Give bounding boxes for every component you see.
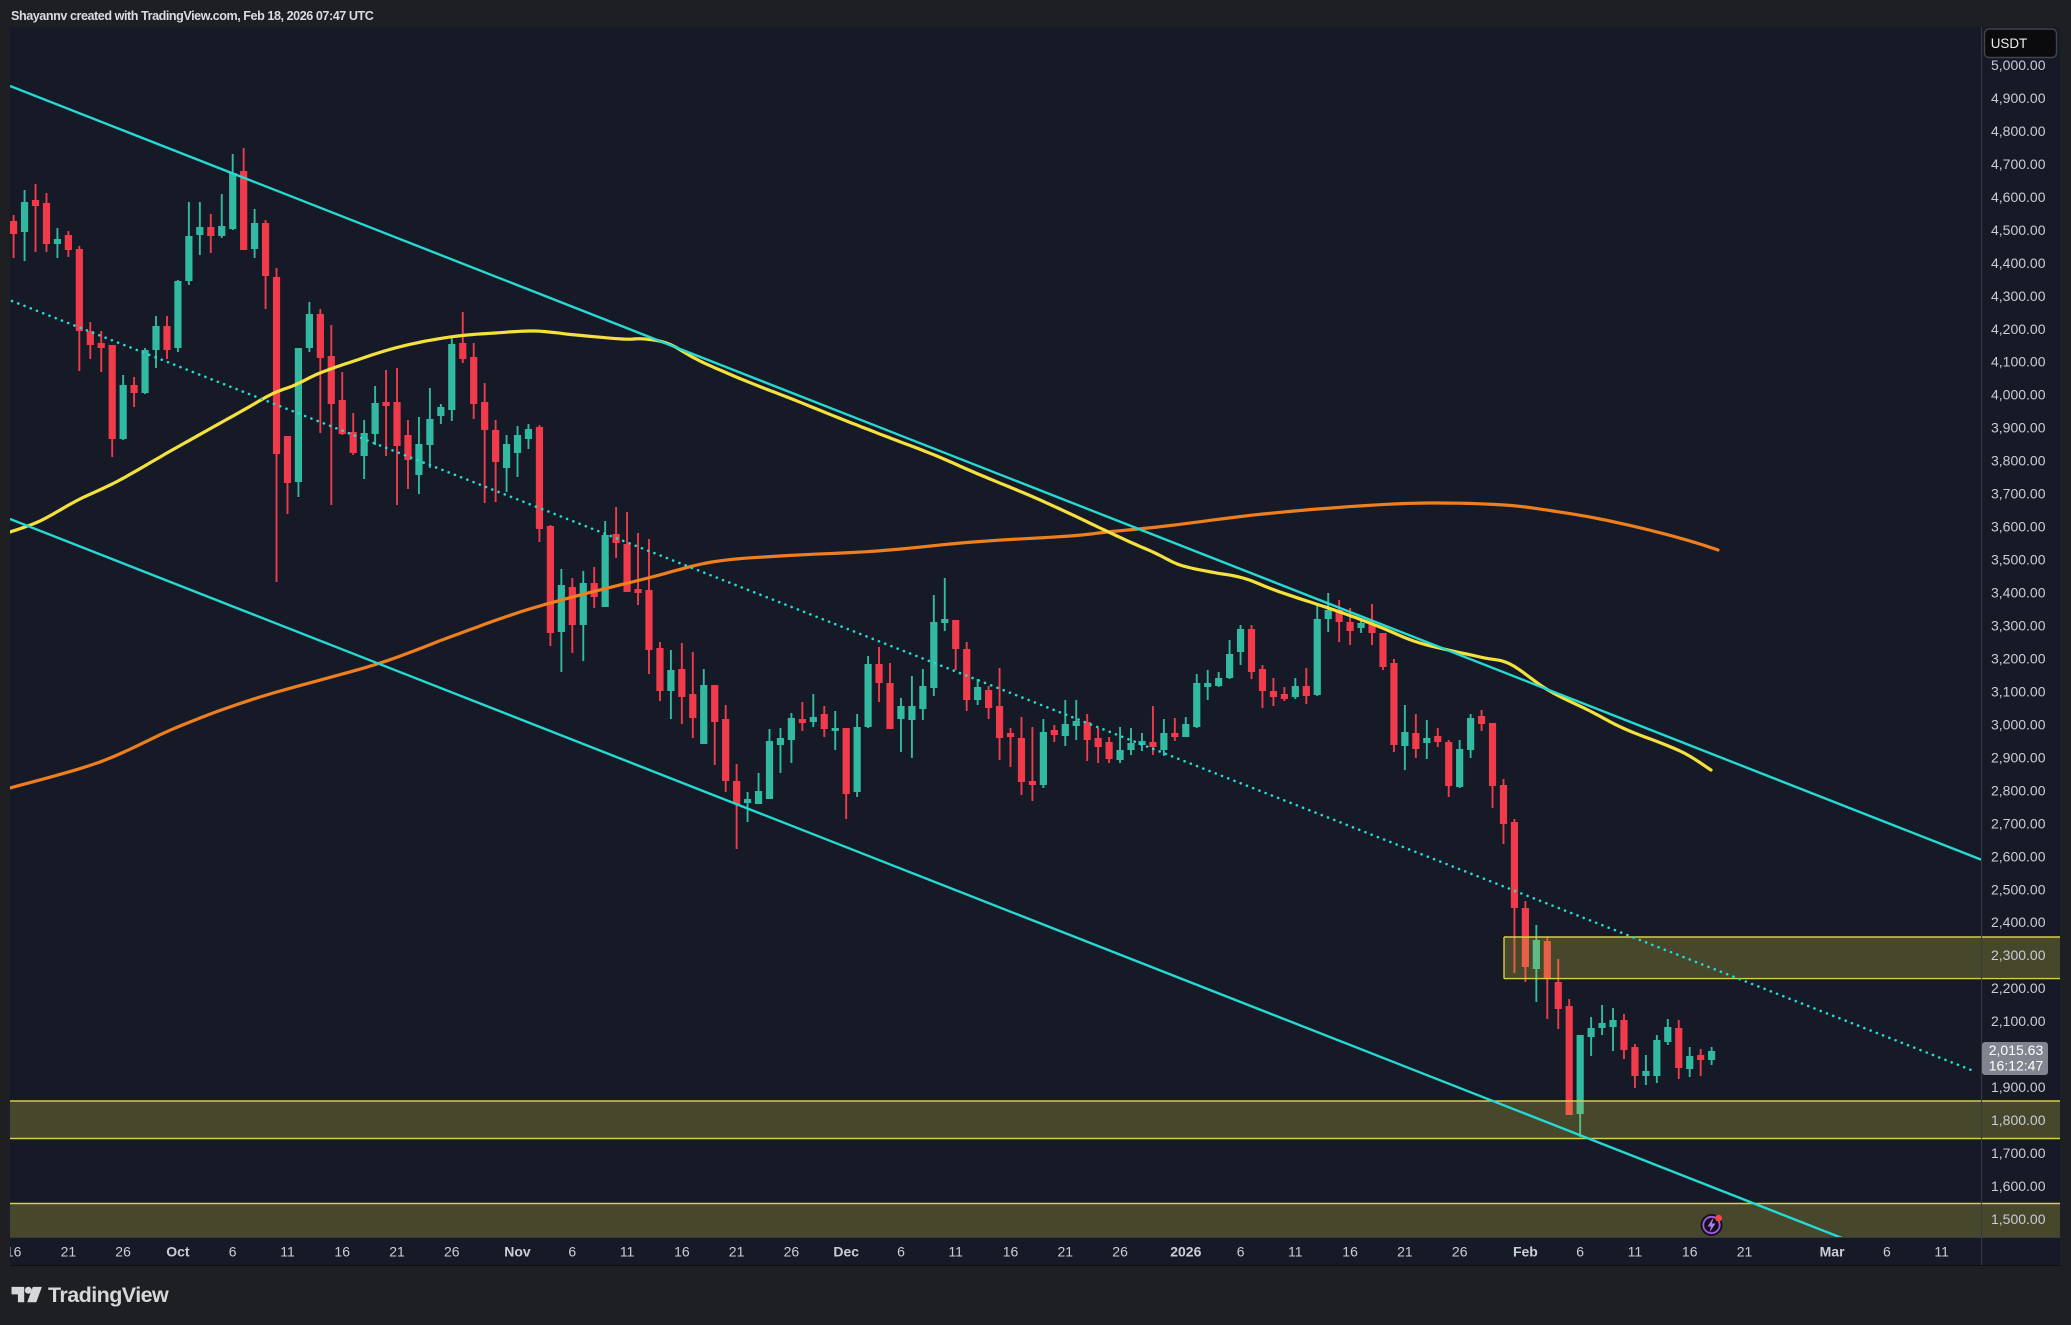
svg-text:11: 11 — [1934, 1244, 1949, 1260]
svg-text:3,500.00: 3,500.00 — [1991, 552, 2046, 568]
svg-text:Shayannv created with TradingV: Shayannv created with TradingView.com, F… — [11, 9, 374, 23]
svg-text:21: 21 — [729, 1244, 745, 1260]
svg-text:16: 16 — [1342, 1244, 1358, 1260]
svg-text:11: 11 — [1628, 1244, 1643, 1260]
svg-text:4,200.00: 4,200.00 — [1991, 321, 2046, 337]
svg-text:16: 16 — [1682, 1244, 1698, 1260]
svg-text:3,000.00: 3,000.00 — [1991, 716, 2046, 732]
svg-text:21: 21 — [61, 1244, 77, 1260]
svg-text:4,900.00: 4,900.00 — [1991, 90, 2046, 106]
svg-text:2,100.00: 2,100.00 — [1991, 1013, 2046, 1029]
svg-text:Feb: Feb — [1513, 1244, 1538, 1260]
svg-text:Nov: Nov — [504, 1244, 531, 1260]
svg-text:6: 6 — [1237, 1244, 1245, 1260]
svg-text:2,300.00: 2,300.00 — [1991, 947, 2046, 963]
svg-text:21: 21 — [1737, 1244, 1753, 1260]
svg-text:2,900.00: 2,900.00 — [1991, 749, 2046, 765]
svg-text:16: 16 — [674, 1244, 690, 1260]
svg-text:USDT: USDT — [1991, 36, 2027, 51]
svg-text:11: 11 — [948, 1244, 963, 1260]
svg-text:Dec: Dec — [833, 1244, 859, 1260]
svg-text:16:12:47: 16:12:47 — [1989, 1058, 2044, 1074]
svg-text:2,800.00: 2,800.00 — [1991, 782, 2046, 798]
svg-text:Mar: Mar — [1820, 1244, 1845, 1260]
svg-text:3,100.00: 3,100.00 — [1991, 683, 2046, 699]
svg-text:3,600.00: 3,600.00 — [1991, 519, 2046, 535]
svg-text:2,200.00: 2,200.00 — [1991, 980, 2046, 996]
svg-text:4,500.00: 4,500.00 — [1991, 222, 2046, 238]
svg-text:3,400.00: 3,400.00 — [1991, 585, 2046, 601]
svg-text:1,700.00: 1,700.00 — [1991, 1145, 2046, 1161]
svg-text:2,700.00: 2,700.00 — [1991, 815, 2046, 831]
svg-text:4,100.00: 4,100.00 — [1991, 354, 2046, 370]
svg-text:2026: 2026 — [1170, 1244, 1201, 1260]
svg-text:2,500.00: 2,500.00 — [1991, 881, 2046, 897]
svg-text:3,200.00: 3,200.00 — [1991, 651, 2046, 667]
svg-text:11: 11 — [620, 1244, 635, 1260]
svg-text:26: 26 — [115, 1244, 131, 1260]
svg-text:4,300.00: 4,300.00 — [1991, 288, 2046, 304]
svg-text:3,800.00: 3,800.00 — [1991, 453, 2046, 469]
svg-text:26: 26 — [1112, 1244, 1128, 1260]
svg-text:11: 11 — [1288, 1244, 1303, 1260]
svg-text:4,600.00: 4,600.00 — [1991, 189, 2046, 205]
svg-text:26: 26 — [1452, 1244, 1468, 1260]
svg-text:4,800.00: 4,800.00 — [1991, 123, 2046, 139]
svg-text:TradingView: TradingView — [48, 1283, 169, 1307]
svg-text:6: 6 — [1883, 1244, 1891, 1260]
svg-text:26: 26 — [784, 1244, 800, 1260]
svg-text:21: 21 — [1058, 1244, 1074, 1260]
svg-text:5,000.00: 5,000.00 — [1991, 57, 2046, 73]
svg-text:26: 26 — [444, 1244, 460, 1260]
svg-text:6: 6 — [1576, 1244, 1584, 1260]
svg-text:Oct: Oct — [166, 1244, 190, 1260]
svg-text:1,600.00: 1,600.00 — [1991, 1178, 2046, 1194]
svg-text:1,800.00: 1,800.00 — [1991, 1112, 2046, 1128]
svg-text:3,700.00: 3,700.00 — [1991, 486, 2046, 502]
svg-text:6: 6 — [568, 1244, 576, 1260]
svg-text:6: 6 — [897, 1244, 905, 1260]
svg-text:4,700.00: 4,700.00 — [1991, 156, 2046, 172]
svg-text:21: 21 — [389, 1244, 405, 1260]
svg-text:3,900.00: 3,900.00 — [1991, 420, 2046, 436]
svg-text:1,500.00: 1,500.00 — [1991, 1211, 2046, 1227]
svg-text:4,400.00: 4,400.00 — [1991, 255, 2046, 271]
svg-text:16: 16 — [334, 1244, 350, 1260]
svg-text:4,000.00: 4,000.00 — [1991, 387, 2046, 403]
svg-text:2,600.00: 2,600.00 — [1991, 848, 2046, 864]
svg-text:21: 21 — [1397, 1244, 1413, 1260]
svg-text:16: 16 — [1003, 1244, 1019, 1260]
svg-text:6: 6 — [229, 1244, 237, 1260]
svg-text:3,300.00: 3,300.00 — [1991, 618, 2046, 634]
svg-text:1,900.00: 1,900.00 — [1991, 1079, 2046, 1095]
svg-text:2,015.63: 2,015.63 — [1989, 1042, 2044, 1058]
svg-text:11: 11 — [280, 1244, 295, 1260]
svg-text:2,400.00: 2,400.00 — [1991, 914, 2046, 930]
